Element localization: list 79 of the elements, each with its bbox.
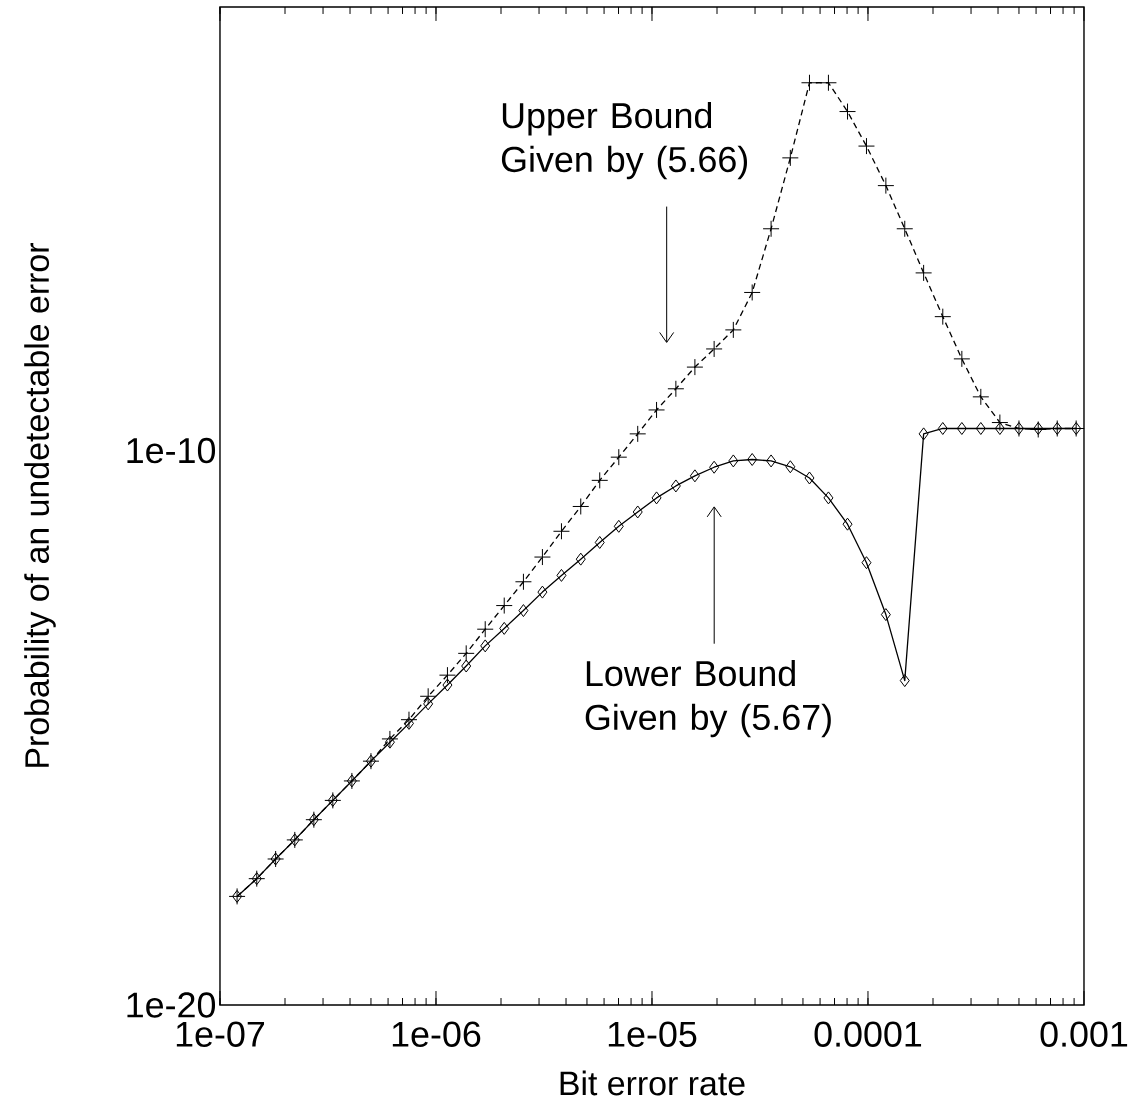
- point: [819, 74, 837, 92]
- point: [934, 308, 952, 326]
- point: [937, 421, 948, 435]
- x-tick-label: 1e-07: [176, 1021, 265, 1047]
- point: [747, 452, 758, 466]
- point: [785, 460, 796, 474]
- point: [648, 401, 666, 419]
- point: [724, 321, 742, 339]
- x-tick-label: 0.001: [1040, 1021, 1128, 1047]
- point: [1033, 421, 1044, 435]
- x-axis-title: Bit error rate: [560, 1070, 745, 1096]
- point: [384, 735, 395, 749]
- point: [975, 421, 986, 435]
- annotation: Upper Bound Given by (5.66): [501, 102, 748, 180]
- point: [537, 585, 548, 599]
- point: [438, 666, 456, 684]
- point: [915, 264, 933, 282]
- point: [709, 460, 720, 474]
- point: [804, 471, 815, 485]
- y-tick-label: 1e-20: [127, 992, 216, 1018]
- point: [842, 517, 853, 531]
- point: [800, 74, 818, 92]
- point: [572, 497, 590, 515]
- point: [991, 414, 1009, 432]
- x-tick-label: 1e-05: [608, 1021, 697, 1047]
- point: [781, 149, 799, 167]
- point: [1029, 420, 1047, 438]
- point: [857, 137, 875, 155]
- point: [514, 573, 532, 591]
- point: [762, 220, 780, 238]
- point: [667, 380, 685, 398]
- annotation: Lower Bound Given by (5.67): [585, 659, 831, 738]
- point: [591, 471, 609, 489]
- point: [686, 358, 704, 376]
- point: [880, 608, 891, 622]
- point: [728, 454, 739, 468]
- point: [518, 604, 529, 618]
- point: [629, 425, 647, 443]
- point: [495, 597, 513, 615]
- point: [610, 448, 628, 466]
- point: [552, 522, 570, 540]
- point: [613, 519, 624, 533]
- point: [575, 552, 586, 566]
- point: [403, 716, 414, 730]
- point: [670, 479, 681, 493]
- point: [442, 678, 453, 692]
- point: [823, 491, 834, 505]
- point: [689, 469, 700, 483]
- point: [839, 103, 857, 121]
- point: [877, 177, 895, 195]
- point: [651, 491, 662, 505]
- point: [766, 454, 777, 468]
- point: [228, 887, 246, 905]
- y-axis-title: Probability of an undetectable error: [24, 243, 56, 767]
- point: [972, 388, 990, 406]
- point: [705, 340, 723, 358]
- point: [594, 535, 605, 549]
- x-tick-label: 1e-06: [392, 1021, 481, 1047]
- point: [499, 621, 510, 635]
- point: [896, 220, 914, 238]
- point: [400, 711, 418, 729]
- point: [533, 548, 551, 566]
- point: [899, 674, 910, 688]
- point: [556, 568, 567, 582]
- point: [956, 421, 967, 435]
- point: [994, 421, 1005, 435]
- point: [381, 730, 399, 748]
- point: [953, 350, 971, 368]
- point: [232, 889, 243, 903]
- point: [327, 793, 338, 807]
- point: [918, 427, 929, 441]
- y-tick-label: 1e-10: [127, 437, 216, 464]
- point: [324, 791, 342, 809]
- point: [419, 687, 437, 705]
- point: [861, 556, 872, 570]
- point: [423, 697, 434, 711]
- point: [743, 283, 761, 301]
- x-tick-label: 0.0001: [814, 1021, 922, 1047]
- point: [632, 505, 643, 519]
